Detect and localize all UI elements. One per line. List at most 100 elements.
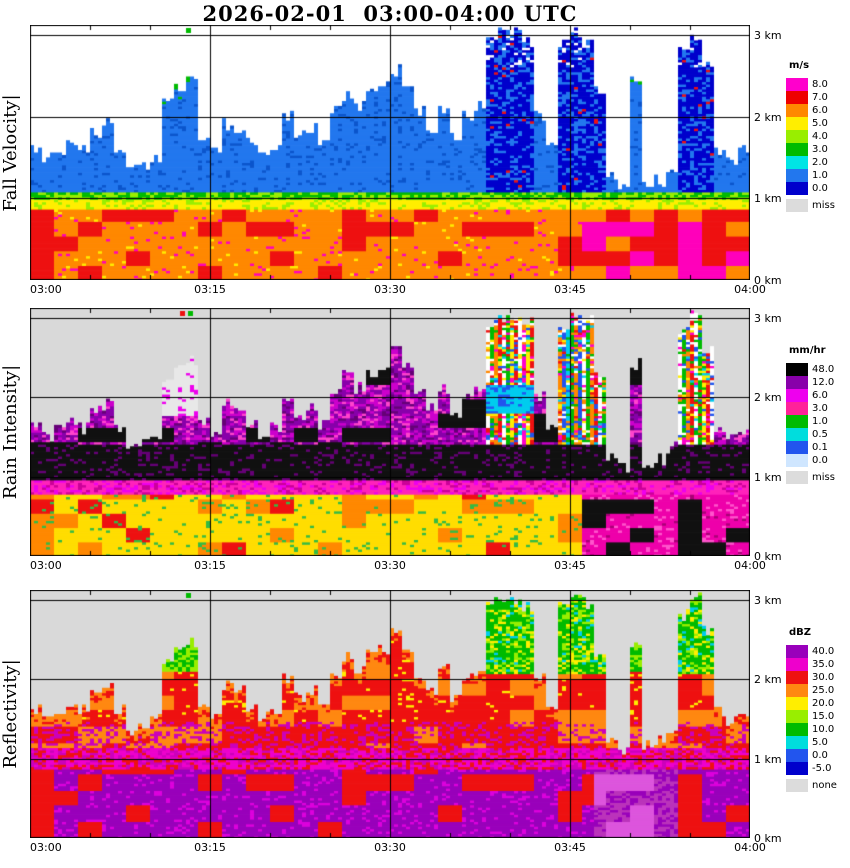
legend-row: 1.0 xyxy=(786,169,828,182)
legend-label: 5.0 xyxy=(812,118,828,129)
legend-swatch xyxy=(786,454,808,467)
x-tick-label: 03:00 xyxy=(30,841,62,854)
x-tick-label: 04:00 xyxy=(734,559,766,572)
legend-units-label: mm/hr xyxy=(789,345,826,356)
x-tick-label: 03:45 xyxy=(554,841,586,854)
legend-row: 6.0 xyxy=(786,104,828,117)
x-tick-label: 03:00 xyxy=(30,283,62,296)
height-tick-label: 3 km xyxy=(754,593,782,607)
legend-row: 5.0 xyxy=(786,736,828,749)
legend-label: miss xyxy=(812,472,835,483)
legend-row: none xyxy=(786,779,837,792)
legend-label: 12.0 xyxy=(812,377,835,388)
legend-label: 40.0 xyxy=(812,646,835,657)
legend-label: 7.0 xyxy=(812,92,828,103)
legend-swatch xyxy=(786,762,808,775)
ylabel-reflectivity: Reflectivity| xyxy=(0,659,21,769)
legend-swatch xyxy=(786,78,808,91)
legend-swatch xyxy=(786,104,808,117)
legend-row: 0.1 xyxy=(786,441,828,454)
x-tick-label: 03:15 xyxy=(194,841,226,854)
legend-swatch xyxy=(786,199,808,212)
x-tick-label: 03:15 xyxy=(194,559,226,572)
legend-label: 0.5 xyxy=(812,429,828,440)
legend-row: 6.0 xyxy=(786,389,828,402)
legend-label: 6.0 xyxy=(812,105,828,116)
legend-swatch xyxy=(786,428,808,441)
legend-swatch xyxy=(786,130,808,143)
legend-swatch xyxy=(786,143,808,156)
legend-label: 30.0 xyxy=(812,672,835,683)
legend-swatch xyxy=(786,156,808,169)
height-tick-label: 1 km xyxy=(754,470,782,484)
legend-swatch xyxy=(786,182,808,195)
legend-row: 4.0 xyxy=(786,130,828,143)
legend-row: miss xyxy=(786,199,835,212)
legend-row: 35.0 xyxy=(786,658,834,671)
legend-row: 5.0 xyxy=(786,117,828,130)
height-tick-label: 0 km xyxy=(754,832,782,845)
legend-swatch xyxy=(786,723,808,736)
legend-swatch xyxy=(786,684,808,697)
x-tick-label: 03:00 xyxy=(30,559,62,572)
x-tick-label: 04:00 xyxy=(734,283,766,296)
legend-units-label: dBZ xyxy=(789,627,812,638)
legend-label: 2.0 xyxy=(812,157,828,168)
legend-label: 3.0 xyxy=(812,144,828,155)
legend-row: 7.0 xyxy=(786,91,828,104)
legend-label: 0.1 xyxy=(812,442,828,453)
legend-swatch xyxy=(786,779,808,792)
legend-label: 0.0 xyxy=(812,455,828,466)
legend-row: 3.0 xyxy=(786,402,828,415)
legend-label: 0.0 xyxy=(812,750,828,761)
legend-label: -5.0 xyxy=(812,763,832,774)
legend-label: 5.0 xyxy=(812,737,828,748)
legend-row: 12.0 xyxy=(786,376,834,389)
x-tick-label: 03:30 xyxy=(374,559,406,572)
legend-swatch xyxy=(786,471,808,484)
height-tick-label: 2 km xyxy=(754,673,782,687)
x-tick-label: 03:45 xyxy=(554,559,586,572)
legend-row: 20.0 xyxy=(786,697,834,710)
legend-label: 25.0 xyxy=(812,685,835,696)
legend-label: 35.0 xyxy=(812,659,835,670)
height-tick-label: 0 km xyxy=(754,550,782,563)
legend-label: 20.0 xyxy=(812,698,835,709)
x-tick-label: 03:15 xyxy=(194,283,226,296)
legend-swatch xyxy=(786,415,808,428)
legend-row: 0.5 xyxy=(786,428,828,441)
legend-label: 1.0 xyxy=(812,170,828,181)
legend-label: miss xyxy=(812,200,835,211)
x-tick-label: 03:30 xyxy=(374,283,406,296)
height-tick-label: 3 km xyxy=(754,28,782,42)
legend-swatch xyxy=(786,117,808,130)
legend-label: none xyxy=(812,780,837,791)
legend-row: 2.0 xyxy=(786,156,828,169)
legend-row: 1.0 xyxy=(786,415,828,428)
legend-label: 48.0 xyxy=(812,364,835,375)
fall-velocity-heatmap xyxy=(30,25,750,280)
height-tick-label: 1 km xyxy=(754,752,782,766)
legend-swatch xyxy=(786,736,808,749)
legend-swatch xyxy=(786,710,808,723)
legend-row: 0.0 xyxy=(786,454,828,467)
rain-intensity-heatmap xyxy=(30,308,750,556)
legend-label: 1.0 xyxy=(812,416,828,427)
legend-units-label: m/s xyxy=(789,60,810,71)
x-tick-label: 04:00 xyxy=(734,841,766,854)
legend-swatch xyxy=(786,389,808,402)
x-tick-label: 03:30 xyxy=(374,841,406,854)
legend-swatch xyxy=(786,169,808,182)
legend-swatch xyxy=(786,376,808,389)
chart-title: 2026-02-01 03:00-04:00 UTC xyxy=(202,1,578,26)
legend-label: 6.0 xyxy=(812,390,828,401)
ylabel-fall-velocity: Fall Velocity| xyxy=(0,94,21,212)
legend-row: 0.0 xyxy=(786,182,828,195)
legend-row: 3.0 xyxy=(786,143,828,156)
legend-label: 4.0 xyxy=(812,131,828,142)
height-tick-label: 2 km xyxy=(754,110,782,124)
height-tick-label: 2 km xyxy=(754,391,782,405)
legend-swatch xyxy=(786,658,808,671)
legend-label: 8.0 xyxy=(812,79,828,90)
